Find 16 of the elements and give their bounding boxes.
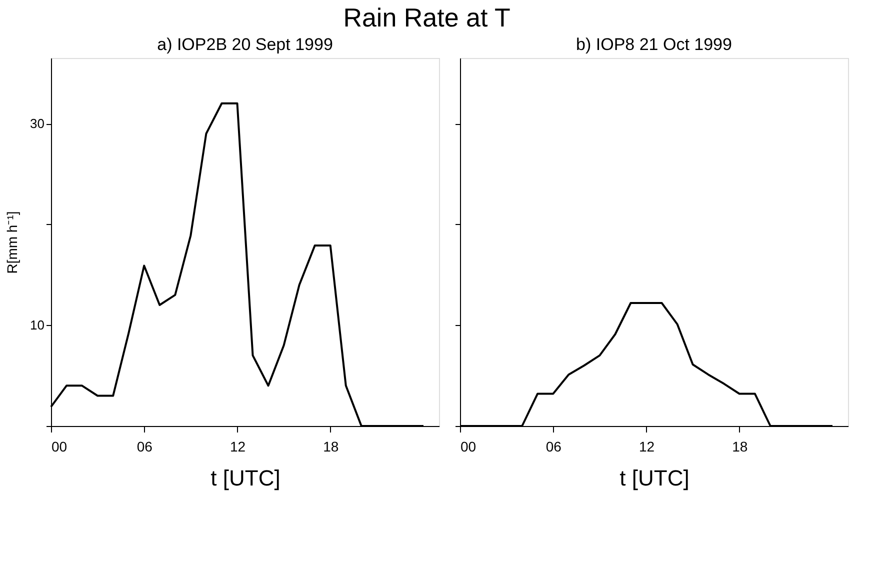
x-axis-title: t [UTC] <box>210 466 280 490</box>
x-axis-title: t [UTC] <box>620 466 690 490</box>
x-tick-label: 06 <box>546 438 562 454</box>
chart-title: a) IOP2B 20 Sept 1999 <box>157 35 333 54</box>
text: Rain Rate at T <box>343 2 510 32</box>
y-tick-label: 30 <box>30 116 44 132</box>
x-tick-label: 12 <box>230 438 246 454</box>
x-tick-label: 12 <box>638 438 655 454</box>
y-tick-label: 10 <box>30 318 44 333</box>
x-tick-label: 00 <box>52 438 68 454</box>
x-tick-label: 06 <box>136 438 153 454</box>
y-axis-title: R[mm h⁻¹] <box>4 211 20 274</box>
x-tick-label: 18 <box>323 438 339 454</box>
chart-title: b) IOP8 21 Oct 1999 <box>576 35 732 54</box>
x-tick-label: 18 <box>732 438 748 454</box>
x-tick-label: 00 <box>460 438 476 454</box>
